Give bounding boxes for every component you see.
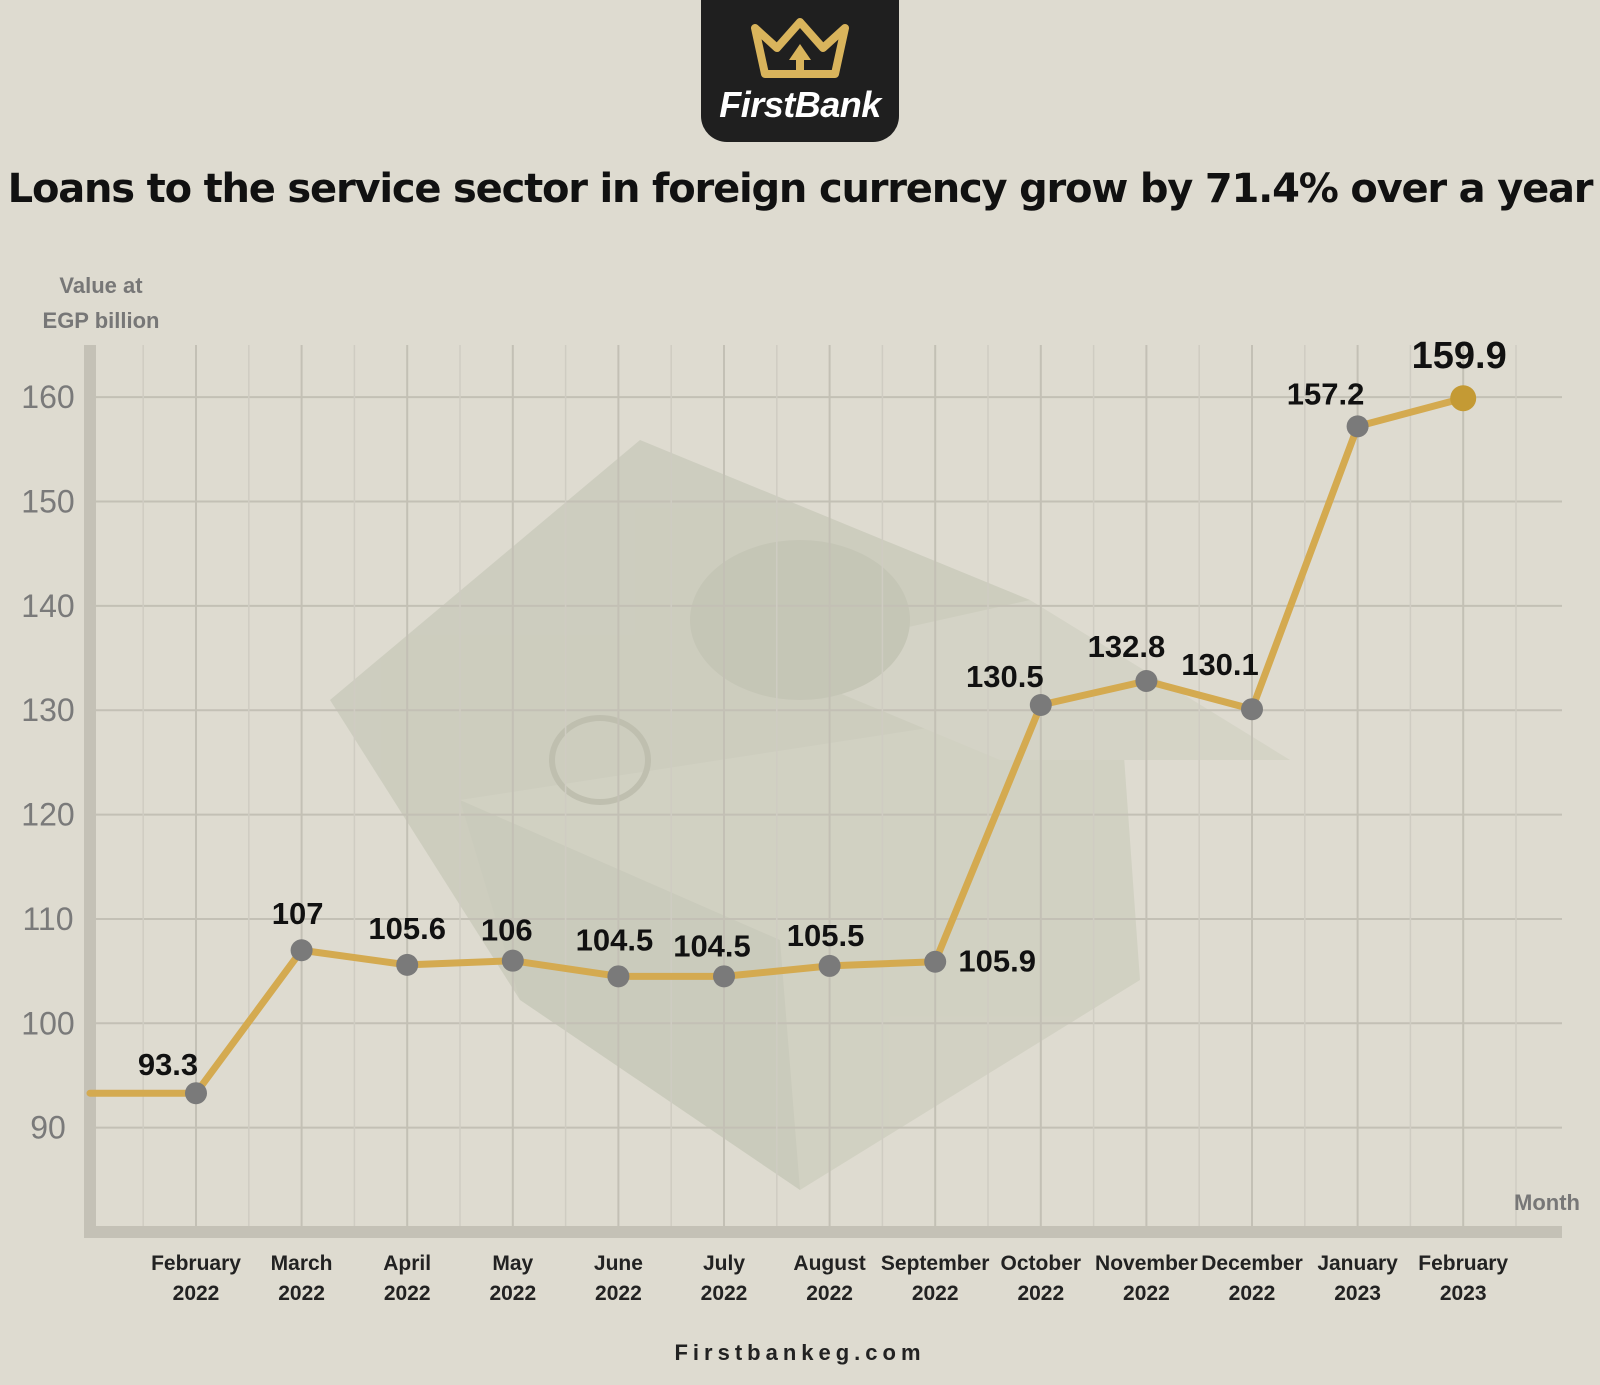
data-label: 130.5: [966, 659, 1044, 694]
data-label: 157.2: [1287, 376, 1365, 411]
y-tick-label: 130: [21, 692, 74, 728]
series-line: [86, 394, 1467, 1097]
data-point: [396, 953, 419, 976]
axes: [84, 345, 1562, 1238]
y-tick-label: 90: [30, 1110, 66, 1146]
x-tick-label-month: August: [793, 1252, 865, 1275]
x-tick-label-month: September: [881, 1252, 990, 1275]
y-axis-label-line2: EGP billion: [42, 308, 160, 333]
x-tick-label-month: October: [1001, 1252, 1082, 1275]
x-tick-label-month: July: [703, 1252, 745, 1275]
data-label: 105.9: [958, 944, 1036, 979]
x-tick-label-month: December: [1201, 1252, 1303, 1275]
data-point: [607, 965, 630, 988]
x-tick-label-month: June: [594, 1252, 643, 1275]
y-tick-label: 120: [21, 797, 74, 833]
data-points: [185, 385, 1477, 1105]
data-label: 104.5: [673, 928, 751, 963]
x-tick-label-month: April: [383, 1252, 431, 1275]
x-tick-label-year: 2022: [384, 1282, 431, 1305]
x-tick-label-year: 2022: [489, 1282, 536, 1305]
y-tick-labels: 90 100 110 120 130 140 150 160: [21, 379, 74, 1145]
x-tick-label-month: November: [1095, 1252, 1198, 1275]
data-label: 105.6: [368, 911, 446, 946]
x-tick-label-month: March: [271, 1252, 333, 1275]
x-tick-label-year: 2022: [595, 1282, 642, 1305]
data-point: [501, 949, 524, 972]
crown-icon: [751, 18, 849, 78]
data-point: [290, 939, 313, 962]
x-tick-label-year: 2022: [806, 1282, 853, 1305]
data-point: [185, 1082, 207, 1105]
x-tick-label-month: February: [1418, 1252, 1508, 1275]
x-tick-label-year: 2022: [1017, 1282, 1064, 1305]
data-point: [1241, 698, 1263, 721]
x-tick-label-year: 2022: [701, 1282, 748, 1305]
y-tick-label: 110: [22, 901, 73, 937]
x-tick-label-year: 2023: [1440, 1282, 1487, 1305]
y-tick-label: 150: [21, 484, 74, 520]
y-tick-label: 140: [21, 588, 74, 624]
series-polyline: [86, 394, 1467, 1097]
money-house-illustration: [330, 440, 1290, 1190]
data-point: [1029, 694, 1052, 717]
x-tick-label-year: 2022: [173, 1282, 220, 1305]
x-tick-label-month: February: [151, 1252, 241, 1275]
x-tick-label-year: 2022: [1229, 1282, 1276, 1305]
data-point: [1135, 670, 1158, 693]
x-tick-label-month: January: [1317, 1252, 1398, 1275]
data-label: 159.9: [1412, 335, 1507, 377]
data-label: 107: [272, 896, 324, 931]
data-label: 93.3: [138, 1047, 198, 1082]
y-axis-label-line1: Value at: [59, 273, 143, 298]
data-label: 105.5: [787, 918, 865, 953]
y-tick-label: 160: [21, 379, 74, 415]
x-tick-label-year: 2022: [1123, 1282, 1170, 1305]
data-label: 106: [481, 913, 533, 948]
x-tick-label-year: 2022: [278, 1282, 325, 1305]
grid: [90, 345, 1562, 1232]
data-label: 132.8: [1088, 629, 1166, 664]
y-tick-label: 100: [21, 1005, 74, 1041]
data-point: [1346, 415, 1369, 438]
data-labels: 93.3 107 105.6 106 104.5 104.5 105.5 105.9 130.5…: [138, 335, 1507, 1082]
x-axis-label: Month: [1514, 1190, 1580, 1215]
y-axis-label: Value at EGP billion: [36, 268, 166, 338]
firstbank-logo: FirstBank: [701, 0, 899, 142]
data-point: [713, 965, 735, 988]
data-point: [924, 950, 947, 973]
x-tick-label-year: 2023: [1334, 1282, 1381, 1305]
x-tick-label-month: May: [492, 1252, 533, 1275]
data-label: 130.1: [1181, 647, 1259, 682]
x-tick-labels: February 2022 March 2022 April 2022 May 2022 Jun…: [151, 1252, 1508, 1305]
data-point: [818, 954, 841, 977]
chart-title: Loans to the service sector in foreign c…: [7, 166, 1594, 212]
logo-text: FirstBank: [719, 84, 881, 125]
data-label: 104.5: [576, 922, 654, 957]
x-tick-label-year: 2022: [912, 1282, 959, 1305]
data-point: [1450, 385, 1477, 412]
website-footer: Firstbankeg.com: [674, 1340, 926, 1365]
